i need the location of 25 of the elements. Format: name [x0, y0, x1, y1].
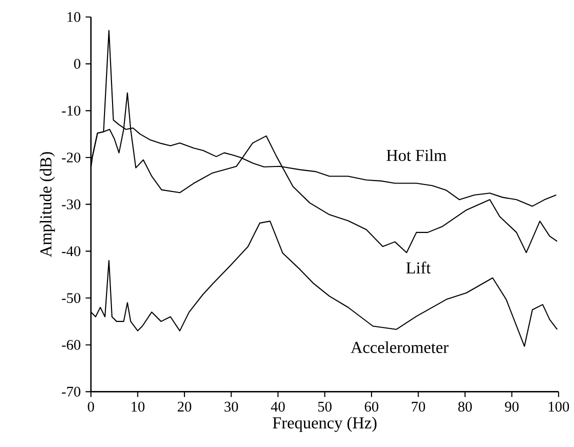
y-tick-label: -10 — [62, 106, 80, 116]
y-tick-label: -30 — [62, 200, 80, 210]
y-axis-title: Amplitude (dB) — [40, 152, 55, 258]
y-tick-label: -70 — [62, 386, 80, 397]
x-tick-label: 80 — [458, 402, 472, 412]
y-tick-label: -60 — [62, 340, 80, 350]
y-tick-label: -50 — [62, 293, 80, 304]
x-tick-label: 0 — [88, 402, 94, 412]
x-tick-label: 60 — [364, 402, 378, 412]
x-tick-label: 40 — [270, 402, 285, 412]
x-tick-label: 20 — [178, 402, 192, 412]
x-axis-title: Frequency (Hz) — [272, 416, 376, 432]
x-tick-label: 50 — [318, 402, 332, 412]
series-label: Hot Film — [386, 149, 446, 162]
x-tick-label: 30 — [224, 402, 238, 412]
x-tick-label: 70 — [412, 402, 426, 412]
series-label: Accelerometer — [350, 342, 448, 354]
x-tick-label: 10 — [132, 402, 144, 412]
x-tick-label: 90 — [504, 402, 519, 412]
y-tick-label: -40 — [62, 246, 80, 256]
y-tick-label: 0 — [74, 59, 80, 69]
series-label: Lift — [406, 262, 431, 274]
y-tick-label: -20 — [62, 152, 80, 163]
y-tick-label: 10 — [68, 12, 80, 22]
x-tick-label: 100 — [548, 402, 570, 412]
